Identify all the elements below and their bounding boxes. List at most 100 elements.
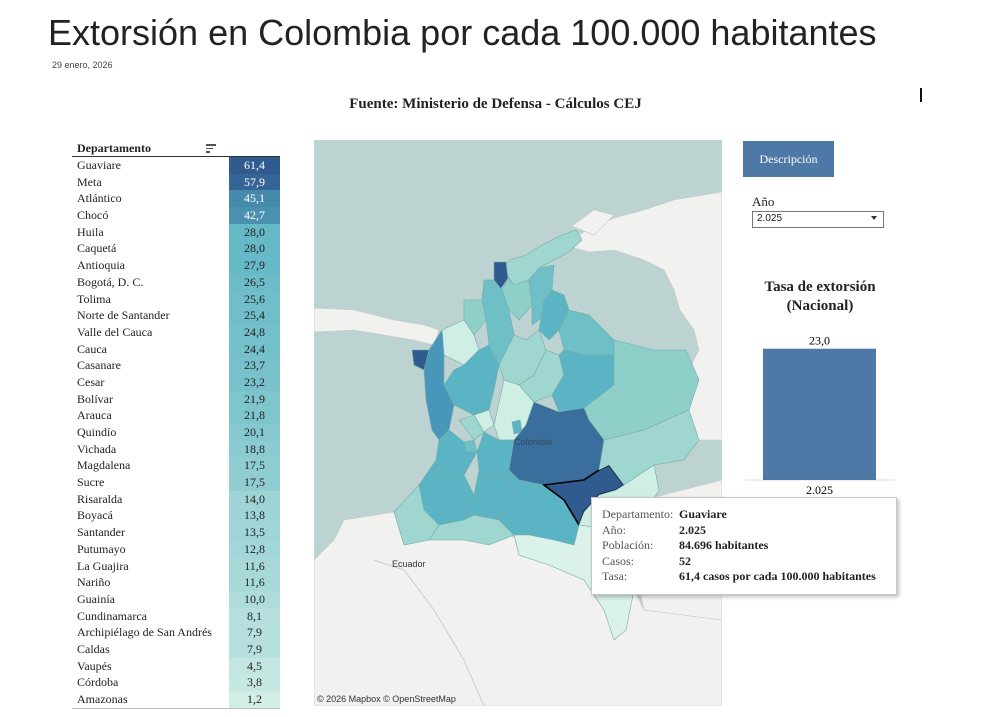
table-row[interactable]: Risaralda 14,0 (72, 490, 280, 508)
table-row[interactable]: Vichada 18,8 (72, 440, 280, 458)
rate-value-cell: 13,5 (229, 524, 280, 541)
department-name: La Guajira (77, 558, 129, 573)
border-line (373, 559, 485, 706)
department-name: Meta (77, 174, 102, 189)
tooltip-row: Departamento: Guaviare (602, 507, 727, 522)
column-header-departamento[interactable]: Departamento (77, 141, 151, 155)
page-title: Extorsión en Colombia por cada 100.000 h… (48, 12, 877, 53)
choropleth-map[interactable]: Colombia Ecuador © 2026 Mapbox © OpenStr… (314, 140, 722, 706)
description-button[interactable]: Descripción (743, 141, 834, 177)
map-attribution[interactable]: © 2026 Mapbox © OpenStreetMap (317, 694, 456, 704)
table-row[interactable]: Huila 28,0 (72, 223, 280, 241)
department-name: Atlántico (77, 191, 122, 206)
dept-guainia[interactable] (598, 409, 700, 486)
table-row[interactable]: Guainía 10,0 (72, 590, 280, 608)
table-row[interactable]: Bogotá, D. C. 26,5 (72, 273, 280, 291)
table-bottom-border (72, 707, 280, 709)
table-row[interactable]: Nariño 11,6 (72, 574, 280, 591)
dept-choco-north[interactable] (411, 349, 430, 371)
department-name: Antioquia (77, 258, 125, 273)
table-row[interactable]: Archipiélago de San Andrés 7,9 (72, 624, 280, 641)
year-filter-select[interactable]: 2.025 (752, 211, 884, 228)
rate-value-cell: 18,8 (229, 440, 280, 458)
department-name: Córdoba (77, 675, 119, 690)
chevron-down-icon[interactable] (871, 216, 877, 220)
table-row[interactable]: Meta 57,9 (72, 173, 280, 191)
national-title-line1: Tasa de extorsión (764, 279, 876, 295)
table-row[interactable]: Putumayo 12,8 (72, 540, 280, 558)
department-name: Sucre (77, 475, 105, 490)
department-name: Valle del Cauca (77, 324, 153, 339)
table-row[interactable]: Quindío 20,1 (72, 424, 280, 441)
table-row[interactable]: Vaupés 4,5 (72, 657, 280, 675)
tooltip-value: 84.696 habitantes (679, 538, 769, 552)
label-ecuador: Ecuador (392, 559, 426, 569)
national-chart-title: Tasa de extorsión (Nacional) (745, 278, 895, 316)
rate-value-cell: 42,7 (229, 207, 280, 224)
rate-value-cell: 1,2 (229, 691, 280, 708)
rate-value-cell: 11,6 (229, 557, 280, 575)
rate-value-cell: 17,5 (229, 457, 280, 475)
tooltip-key: Tasa: (602, 569, 628, 583)
table-row[interactable]: Valle del Cauca 24,8 (72, 323, 280, 341)
tooltip-row: Año: 2.025 (602, 523, 706, 538)
dept-sucre[interactable] (463, 299, 487, 336)
table-row[interactable]: Cauca 24,4 (72, 340, 280, 358)
department-name: Tolima (77, 291, 111, 306)
table-row[interactable]: Arauca 21,8 (72, 407, 280, 424)
table-row[interactable]: Caldas 7,9 (72, 640, 280, 658)
table-row[interactable]: Antioquia 27,9 (72, 257, 280, 274)
rate-value-cell: 7,9 (229, 624, 280, 641)
table-header: Departamento (72, 140, 280, 157)
sort-icon[interactable] (206, 144, 216, 155)
tooltip-value: 2.025 (679, 522, 706, 537)
table-row[interactable]: Amazonas 1,2 (72, 691, 280, 708)
map-canvas[interactable]: Colombia Ecuador © 2026 Mapbox © OpenStr… (314, 140, 722, 706)
table-row[interactable]: Santander 13,5 (72, 524, 280, 541)
table-row[interactable]: Chocó 42,7 (72, 207, 280, 224)
rate-value-cell: 21,8 (229, 407, 280, 424)
table-row[interactable]: Cesar 23,2 (72, 373, 280, 391)
rate-value-cell: 28,0 (229, 223, 280, 241)
tooltip-key: Casos: (602, 553, 635, 568)
department-name: Amazonas (77, 692, 128, 706)
department-name: Huila (77, 224, 104, 239)
department-name: Vichada (77, 441, 117, 456)
table-row[interactable]: Casanare 23,7 (72, 357, 280, 374)
rate-value-cell: 10,0 (229, 590, 280, 608)
year-filter-value: 2.025 (757, 213, 783, 224)
rate-value-cell: 24,8 (229, 323, 280, 341)
table-row[interactable]: Córdoba 3,8 (72, 674, 280, 691)
department-name: Bogotá, D. C. (77, 274, 144, 289)
table-row[interactable]: Tolima 25,6 (72, 290, 280, 308)
map-tooltip: Departamento: Guaviare Año: 2.025 Población:… (591, 497, 897, 595)
table-row[interactable]: Bolívar 21,9 (72, 390, 280, 408)
table-row[interactable]: Guaviare 61,4 (72, 157, 280, 174)
table-row[interactable]: Atlántico 45,1 (72, 190, 280, 208)
source-caption: Fuente: Ministerio de Defensa - Cálculos… (349, 96, 642, 112)
department-name: Santander (77, 525, 125, 540)
department-name: Caquetá (77, 241, 117, 256)
rate-value-cell: 61,4 (229, 157, 280, 174)
table-row[interactable]: Norte de Santander 25,4 (72, 307, 280, 324)
table-row[interactable]: Sucre 17,5 (72, 474, 280, 491)
table-row[interactable]: Boyacá 13,8 (72, 507, 280, 525)
rate-value-cell: 17,5 (229, 474, 280, 491)
dept-atlantico[interactable] (493, 261, 509, 291)
national-bar[interactable] (763, 348, 876, 480)
rate-value-cell: 13,8 (229, 507, 280, 525)
land-guajira-coast (571, 209, 615, 236)
year-filter-label: Año (752, 194, 775, 209)
tooltip-value: 61,4 casos por cada 100.000 habitantes (679, 569, 876, 583)
rate-value-cell: 57,9 (229, 173, 280, 191)
department-name: Putumayo (77, 541, 126, 556)
department-name: Bolívar (77, 391, 113, 406)
table-row[interactable]: Magdalena 17,5 (72, 457, 280, 475)
table-row[interactable]: Caquetá 28,0 (72, 240, 280, 258)
tooltip-key: Departamento: (602, 507, 674, 521)
table-row[interactable]: Cundinamarca 8,1 (72, 607, 280, 625)
department-name: Casanare (77, 358, 121, 373)
department-name: Chocó (77, 208, 109, 223)
department-name: Cundinamarca (77, 608, 147, 623)
table-row[interactable]: La Guajira 11,6 (72, 557, 280, 575)
